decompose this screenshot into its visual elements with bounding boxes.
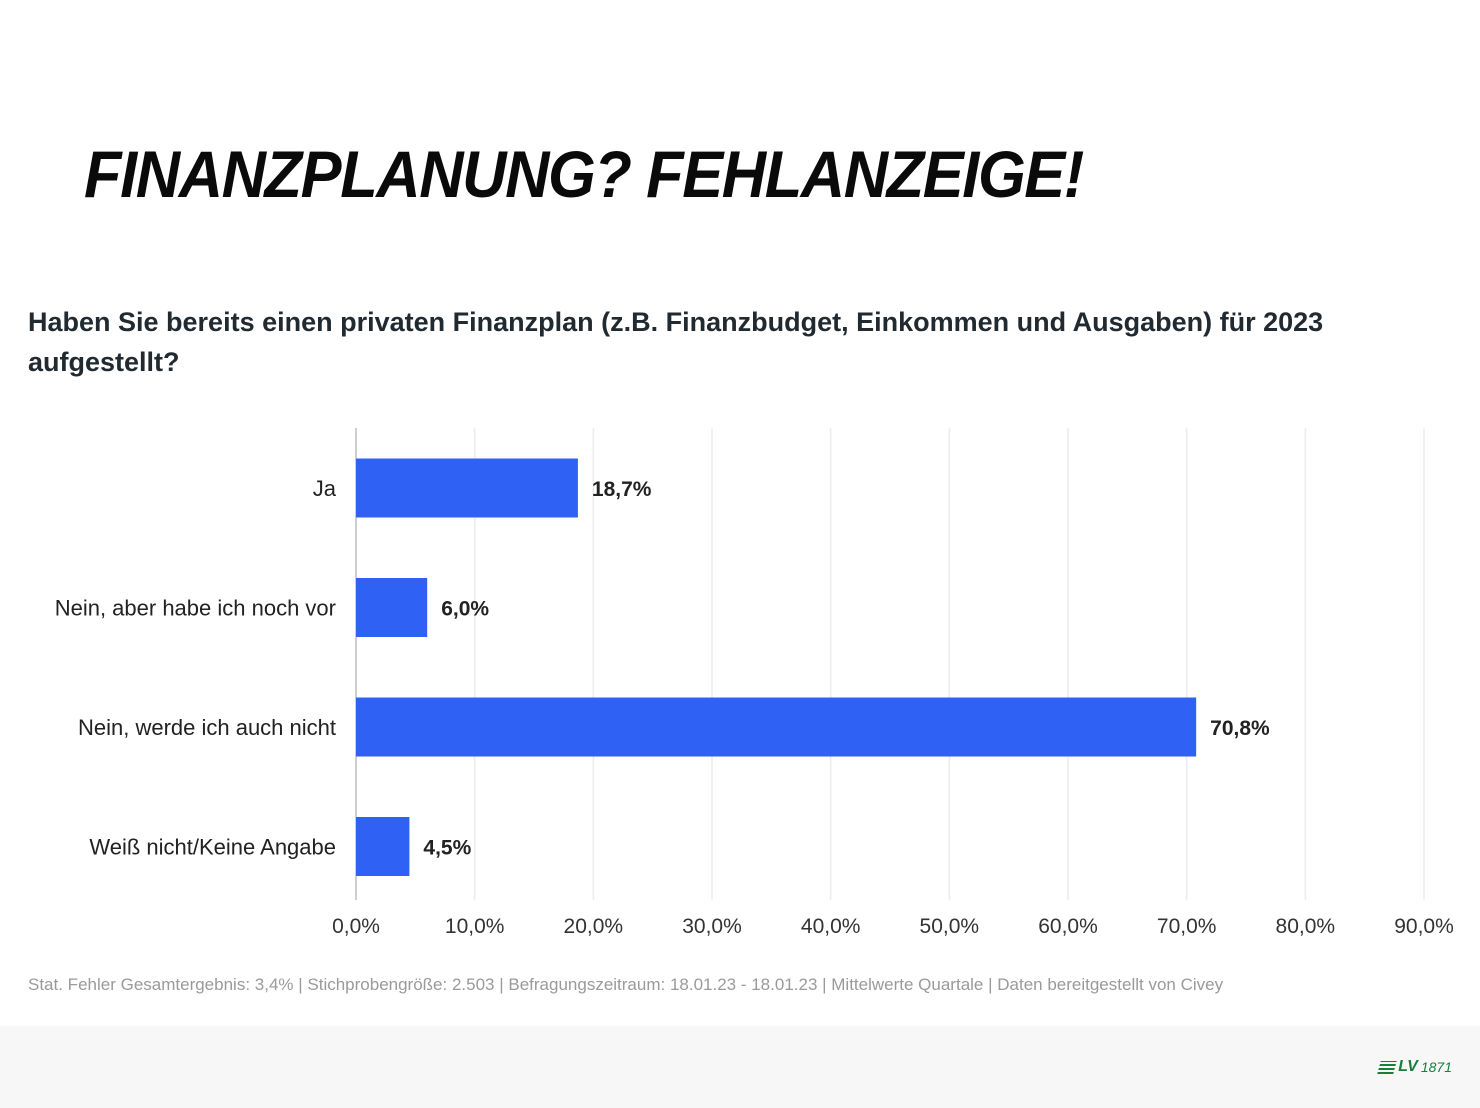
x-tick-label: 0,0% [332, 915, 380, 938]
x-tick-label: 60,0% [1038, 915, 1098, 938]
lv1871-logo: LV 1871 [1377, 1058, 1452, 1076]
bar [356, 697, 1197, 757]
x-tick-label: 80,0% [1276, 915, 1336, 938]
x-tick-label: 50,0% [920, 915, 980, 938]
logo-mark-icon [1377, 1060, 1398, 1074]
bar [356, 578, 428, 637]
bar [356, 817, 410, 876]
logo-text: LV [1398, 1058, 1418, 1075]
x-tick-label: 30,0% [682, 915, 742, 938]
logo-year: 1871 [1420, 1059, 1452, 1075]
data-label: 4,5% [423, 837, 471, 860]
headline: FINANZPLANUNG? FEHLANZEIGE! [84, 137, 1084, 211]
bar-chart: 0,0% 10,0% 20,0% 30,0% 40,0% 50,0% 60,0% 70,0% 8… [55, 428, 1454, 938]
category-label: Nein, aber habe ich noch vor [55, 596, 336, 621]
data-label: 70,8% [1210, 717, 1270, 740]
x-tick-label: 40,0% [801, 915, 861, 938]
category-label: Ja [313, 476, 337, 501]
category-label: Nein, werde ich auch nicht [78, 715, 336, 740]
x-tick-label: 20,0% [564, 915, 624, 938]
footnote: Stat. Fehler Gesamtergebnis: 3,4% | Stic… [28, 975, 1224, 994]
chart-question: Haben Sie bereits einen privaten Finanzp… [28, 307, 1324, 377]
data-label: 6,0% [441, 598, 489, 621]
bar [356, 458, 578, 518]
x-tick-label: 10,0% [445, 915, 505, 938]
category-label: Weiß nicht/Keine Angabe [89, 835, 336, 860]
x-tick-label: 70,0% [1157, 915, 1217, 938]
data-label: 18,7% [592, 478, 652, 501]
footer-band [0, 1026, 1480, 1108]
x-tick-label: 90,0% [1394, 915, 1454, 938]
